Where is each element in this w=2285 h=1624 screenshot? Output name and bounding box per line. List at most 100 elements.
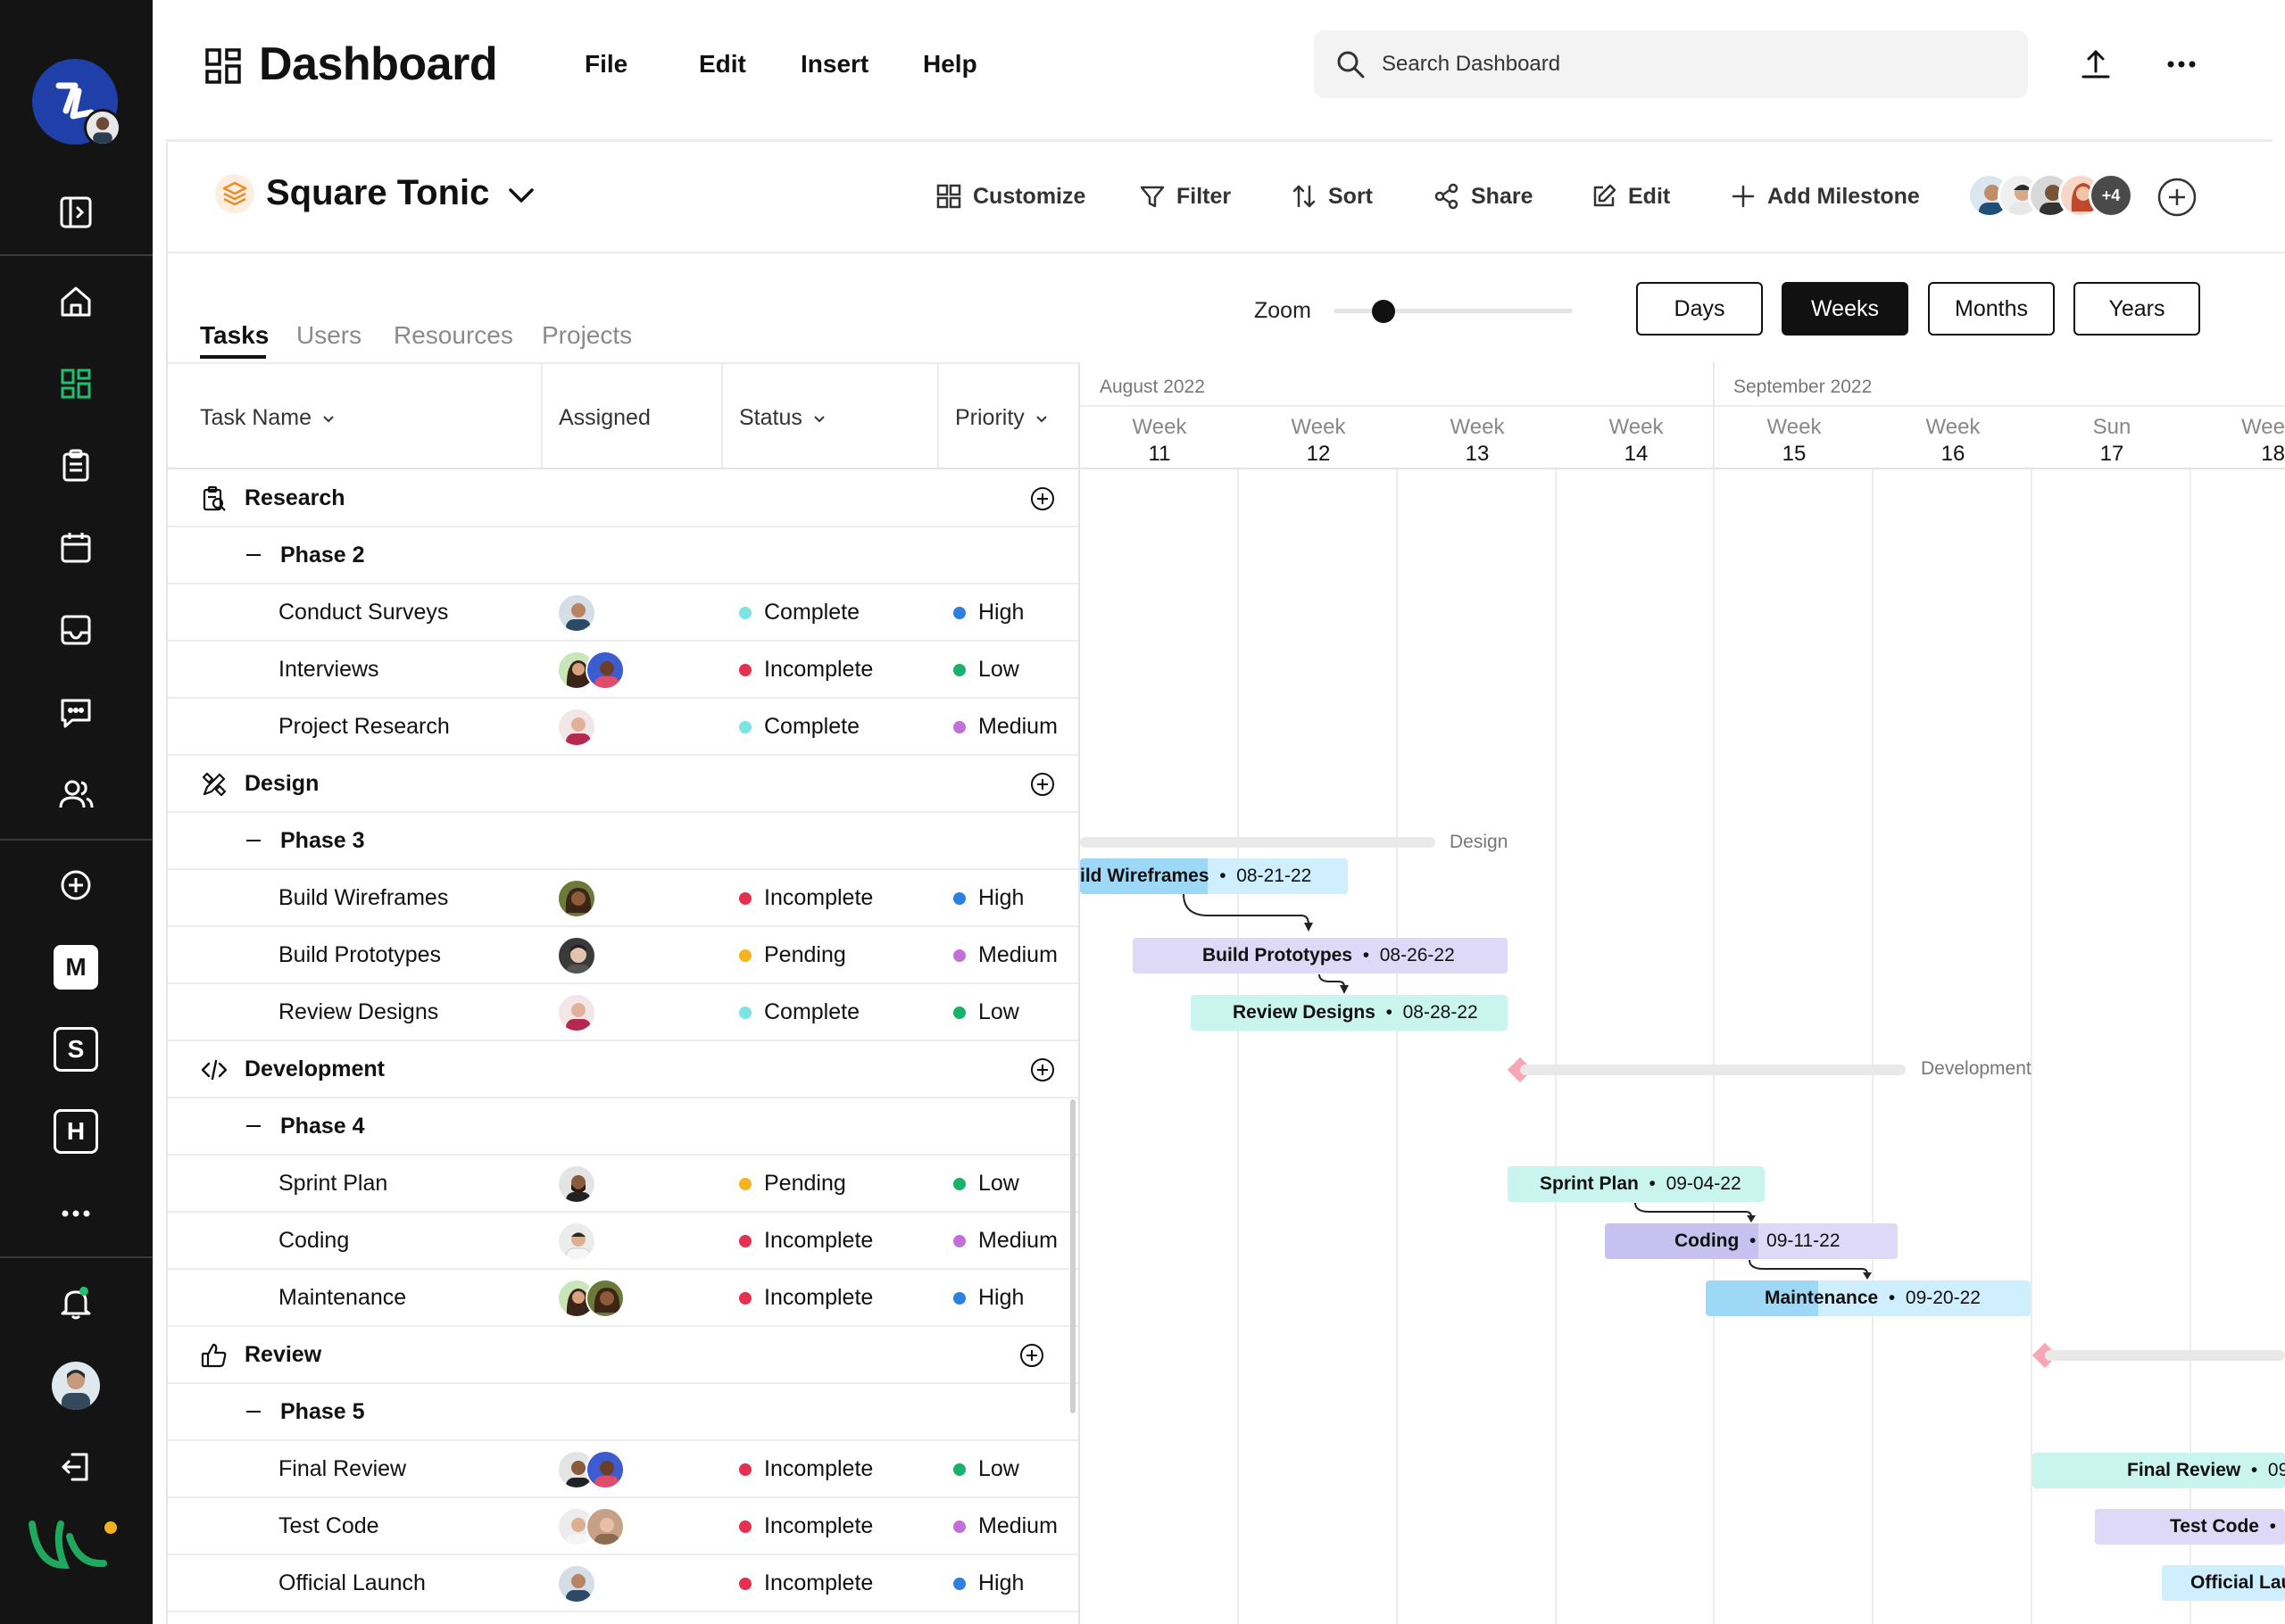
avatar[interactable] [586, 1450, 625, 1489]
group-row-research[interactable]: Research [168, 470, 1080, 527]
edit-button[interactable]: Edit [1591, 178, 1670, 214]
assignees[interactable] [557, 650, 625, 690]
column-task-name[interactable]: Task Name [200, 405, 337, 431]
table-scrollbar[interactable] [1070, 1099, 1076, 1413]
more-members-badge[interactable]: +4 [2089, 173, 2133, 218]
project-members[interactable]: +4 [1967, 173, 2133, 220]
group-row-development[interactable]: Development [168, 1041, 1080, 1098]
zoom-slider[interactable] [1334, 309, 1573, 313]
table-row[interactable]: Build Prototypes Pending Medium [168, 927, 1080, 984]
timescale-months-button[interactable]: Months [1928, 282, 2055, 336]
add-task-icon[interactable] [1028, 770, 1057, 799]
notification-bell-icon[interactable] [49, 1276, 103, 1330]
gantt-bar-final-review[interactable]: Final Review • 09- [2032, 1453, 2285, 1488]
dashboard-icon[interactable] [49, 357, 103, 410]
chat-icon[interactable] [49, 685, 103, 739]
add-task-icon[interactable] [1028, 1056, 1057, 1084]
collapse-icon[interactable] [246, 1125, 261, 1127]
home-icon[interactable] [49, 275, 103, 328]
add-task-icon[interactable] [1028, 485, 1057, 513]
users-icon[interactable] [49, 767, 103, 821]
menu-help[interactable]: Help [923, 50, 977, 78]
workspace-user-avatar[interactable] [84, 109, 121, 146]
add-workspace-icon[interactable] [49, 858, 103, 912]
tab-resources[interactable]: Resources [394, 321, 513, 349]
gantt-bar-build-wireframes[interactable]: ild Wireframes • 08-21-22 [1080, 858, 1348, 894]
collapse-icon[interactable] [246, 1411, 261, 1413]
add-task-icon[interactable] [1018, 1341, 1046, 1370]
assignees[interactable] [557, 993, 596, 1032]
timescale-weeks-button[interactable]: Weeks [1782, 282, 1908, 336]
gantt-bar-coding[interactable]: Coding • 09-11-22 [1605, 1223, 1898, 1259]
assignees[interactable] [557, 1279, 625, 1318]
gantt-bar-maintenance[interactable]: Maintenance • 09-20-22 [1706, 1280, 2031, 1316]
project-switch-chevron-icon[interactable] [505, 182, 537, 209]
table-row[interactable]: Maintenance Incomplete High [168, 1270, 1080, 1327]
assignees[interactable] [557, 1564, 596, 1603]
menu-file[interactable]: File [585, 50, 628, 78]
assignees[interactable] [557, 879, 596, 918]
avatar[interactable] [557, 593, 596, 633]
avatar[interactable] [557, 936, 596, 975]
gantt-bar-build-prototypes[interactable]: Build Prototypes • 08-26-22 [1133, 938, 1508, 974]
tab-projects[interactable]: Projects [542, 321, 633, 349]
sidebar-toggle-icon[interactable] [49, 186, 103, 239]
group-row-review[interactable]: Review [168, 1327, 1080, 1384]
sort-button[interactable]: Sort [1291, 178, 1373, 214]
table-row[interactable]: Review Designs Complete Low [168, 984, 1080, 1041]
assignees[interactable] [557, 1507, 625, 1546]
workspace-h-button[interactable]: H [49, 1105, 103, 1158]
assignees[interactable] [557, 1450, 625, 1489]
logout-icon[interactable] [49, 1440, 103, 1494]
workspace-logo[interactable] [32, 59, 118, 145]
customize-button[interactable]: Customize [935, 178, 1085, 214]
assignees[interactable] [557, 1164, 596, 1204]
share-button[interactable]: Share [1433, 178, 1533, 214]
project-name[interactable]: Square Tonic [266, 173, 490, 212]
collapse-icon[interactable] [246, 840, 261, 841]
workspace-m-button[interactable]: M [49, 940, 103, 994]
table-row[interactable]: Interviews Incomplete Low [168, 642, 1080, 699]
clipboard-icon[interactable] [49, 439, 103, 493]
assignees[interactable] [557, 708, 596, 747]
avatar[interactable] [586, 1279, 625, 1318]
column-status[interactable]: Status [739, 405, 827, 431]
phase-row[interactable]: Phase 2 [168, 527, 1080, 584]
phase-row[interactable]: Phase 4 [168, 1098, 1080, 1156]
table-row[interactable]: Official Launch Incomplete High [168, 1555, 1080, 1612]
avatar[interactable] [557, 708, 596, 747]
phase-row[interactable]: Phase 3 [168, 813, 1080, 870]
avatar[interactable] [557, 879, 596, 918]
table-row[interactable]: Test Code Incomplete Medium [168, 1498, 1080, 1555]
add-milestone-button[interactable]: Add Milestone [1730, 178, 1920, 214]
calendar-icon[interactable] [49, 521, 103, 575]
phase-row[interactable]: Phase 5 [168, 1384, 1080, 1441]
table-row[interactable]: Build Wireframes Incomplete High [168, 870, 1080, 927]
avatar[interactable] [557, 1222, 596, 1261]
table-row[interactable]: Project Research Complete Medium [168, 699, 1080, 756]
timescale-years-button[interactable]: Years [2073, 282, 2200, 336]
tab-tasks[interactable]: Tasks [200, 321, 270, 349]
gantt-bar-official-launch[interactable]: Official Lau [2162, 1565, 2285, 1601]
more-workspaces-icon[interactable] [49, 1187, 103, 1240]
zoom-slider-handle[interactable] [1372, 300, 1395, 323]
column-priority[interactable]: Priority [955, 405, 1050, 431]
workspace-s-button[interactable]: S [49, 1023, 103, 1076]
search-bar[interactable] [1314, 30, 2028, 98]
tab-users[interactable]: Users [296, 321, 362, 349]
menu-edit[interactable]: Edit [699, 50, 746, 78]
menu-insert[interactable]: Insert [801, 50, 869, 78]
collapse-icon[interactable] [246, 554, 261, 556]
assignees[interactable] [557, 1222, 596, 1261]
assignees[interactable] [557, 936, 596, 975]
timescale-days-button[interactable]: Days [1636, 282, 1763, 336]
table-row[interactable]: Sprint Plan Pending Low [168, 1156, 1080, 1213]
gantt-bar-sprint-plan[interactable]: Sprint Plan • 09-04-22 [1508, 1166, 1765, 1202]
gantt-bar-review-designs[interactable]: Review Designs • 08-28-22 [1191, 995, 1508, 1031]
column-assigned[interactable]: Assigned [559, 405, 651, 430]
avatar[interactable] [557, 1164, 596, 1204]
table-row[interactable]: Coding Incomplete Medium [168, 1213, 1080, 1270]
avatar[interactable] [557, 993, 596, 1032]
avatar[interactable] [586, 1507, 625, 1546]
export-icon[interactable] [2074, 43, 2117, 86]
